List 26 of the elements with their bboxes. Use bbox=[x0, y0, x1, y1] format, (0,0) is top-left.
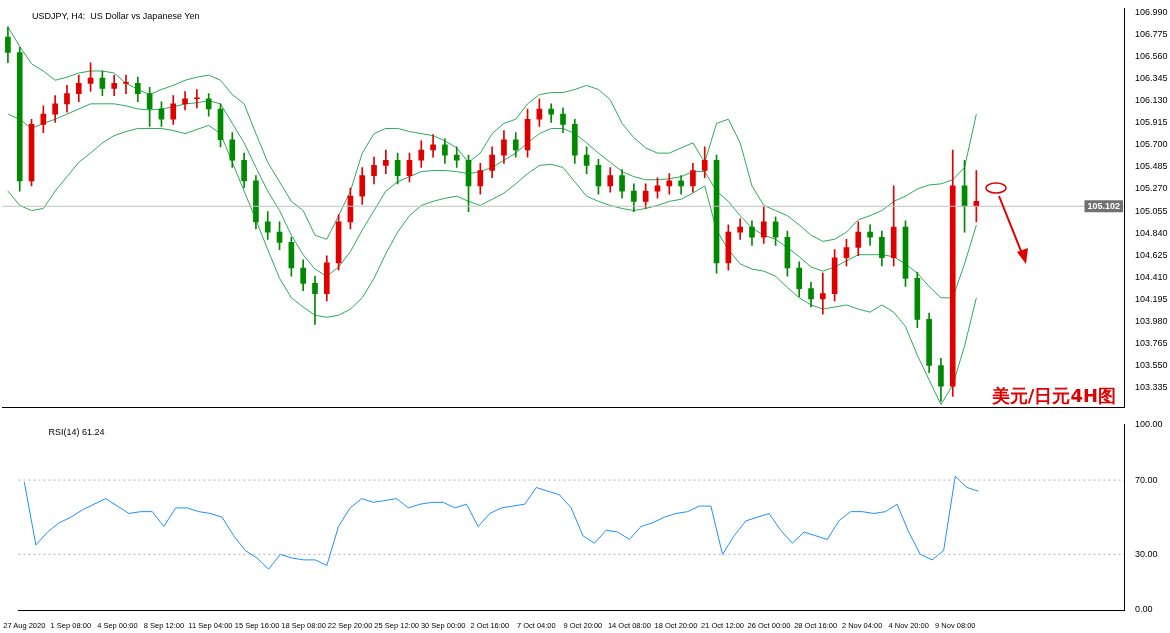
y-tick-label: 100.00 bbox=[1135, 418, 1163, 429]
y-tick-label: 105.915 bbox=[1135, 117, 1168, 128]
y-tick-label: 104.195 bbox=[1135, 293, 1168, 304]
y-tick-label: 104.410 bbox=[1135, 271, 1168, 282]
y-tick-label: 106.990 bbox=[1135, 6, 1168, 17]
y-tick-label: 103.980 bbox=[1135, 315, 1168, 326]
y-tick-label: 103.335 bbox=[1135, 382, 1168, 393]
y-tick-label: 103.550 bbox=[1135, 360, 1168, 371]
y-tick-label: 106.775 bbox=[1135, 29, 1168, 40]
y-tick-label: 106.345 bbox=[1135, 73, 1168, 84]
y-tick-label: 70.00 bbox=[1135, 474, 1158, 485]
y-tick-label: 105.485 bbox=[1135, 161, 1168, 172]
chart-title: USDJPY, H4: US Dollar vs Japanese Yen bbox=[32, 11, 200, 22]
text: 美元/日元4H图 bbox=[990, 384, 1116, 406]
y-tick-label: 103.765 bbox=[1135, 337, 1168, 348]
ref-line-label: 105.102 bbox=[1087, 200, 1121, 211]
chart-title: RSI(14) 61.24 bbox=[48, 427, 105, 438]
y-tick-label: 105.700 bbox=[1135, 139, 1168, 150]
y-tick-label: 106.560 bbox=[1135, 51, 1168, 62]
y-tick-label: 104.840 bbox=[1135, 227, 1168, 238]
y-tick-label: 30.00 bbox=[1135, 548, 1158, 559]
y-tick-label: 105.270 bbox=[1135, 183, 1168, 194]
y-tick-label: 104.625 bbox=[1135, 249, 1168, 260]
y-tick-label: 106.130 bbox=[1135, 95, 1168, 106]
y-tick-label: 105.055 bbox=[1135, 205, 1168, 216]
y-tick-label: 0.00 bbox=[1135, 604, 1153, 615]
